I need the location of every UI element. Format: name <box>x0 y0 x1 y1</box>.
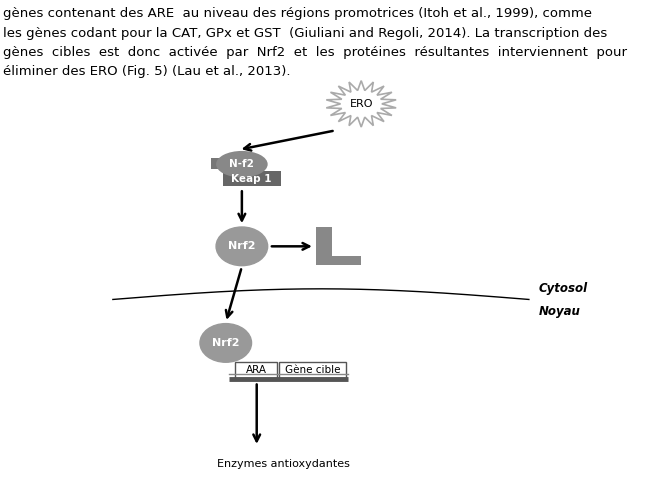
Text: Nrf2: Nrf2 <box>212 338 239 348</box>
Circle shape <box>216 227 268 266</box>
Text: Noyau: Noyau <box>539 305 580 318</box>
Text: Enzymes antioxydantes: Enzymes antioxydantes <box>217 459 350 469</box>
Polygon shape <box>316 227 361 265</box>
FancyBboxPatch shape <box>235 362 277 378</box>
Text: Cytosol: Cytosol <box>539 283 588 295</box>
Text: gènes contenant des ARE  au niveau des régions promotrices (Itoh et al., 1999), : gènes contenant des ARE au niveau des ré… <box>3 7 592 20</box>
Text: Keap 1: Keap 1 <box>321 149 361 158</box>
Text: les gènes codant pour la CAT, GPx et GST  (Giuliani and Regoli, 2014). La transc: les gènes codant pour la CAT, GPx et GST… <box>3 27 608 40</box>
Text: ARA: ARA <box>246 365 267 375</box>
FancyBboxPatch shape <box>223 171 281 186</box>
Text: Keap 1: Keap 1 <box>232 174 272 184</box>
Polygon shape <box>326 81 396 127</box>
Text: gènes  cibles  est  donc  activée  par  Nrf2  et  les  protéines  résultantes  i: gènes cibles est donc activée par Nrf2 e… <box>3 46 627 59</box>
Ellipse shape <box>216 151 268 177</box>
FancyBboxPatch shape <box>279 362 346 378</box>
FancyBboxPatch shape <box>211 158 223 169</box>
Text: éliminer des ERO (Fig. 5) (Lau et al., 2013).: éliminer des ERO (Fig. 5) (Lau et al., 2… <box>3 65 291 78</box>
Text: ERO: ERO <box>350 99 373 109</box>
Text: N-f2: N-f2 <box>230 159 254 169</box>
Text: Nrf2: Nrf2 <box>228 242 255 251</box>
Text: Gène cible: Gène cible <box>284 365 341 375</box>
Circle shape <box>200 324 252 362</box>
